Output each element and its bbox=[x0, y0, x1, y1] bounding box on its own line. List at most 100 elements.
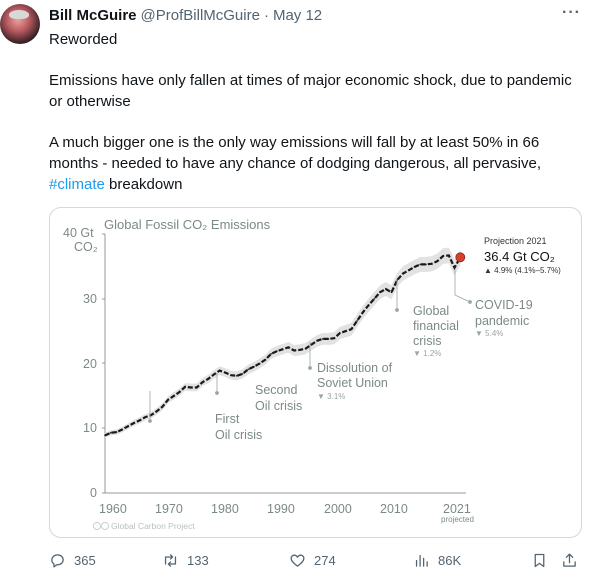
soviet-label-line-2: Soviet Union bbox=[317, 376, 388, 390]
emissions-data-point bbox=[195, 386, 198, 389]
chart-data-layer bbox=[104, 247, 466, 438]
emissions-data-point bbox=[299, 349, 301, 351]
tweet-paragraph-2-text: A much bigger one is the only way emissi… bbox=[49, 134, 541, 172]
gfc-label-line-1: Global bbox=[413, 304, 449, 318]
emissions-data-point bbox=[127, 425, 129, 428]
emissions-data-point bbox=[425, 263, 427, 266]
y-tick-label: 10 bbox=[83, 421, 97, 435]
emissions-data-point bbox=[304, 347, 307, 350]
emissions-data-point bbox=[276, 350, 278, 352]
emissions-data-point bbox=[356, 320, 358, 322]
emissions-data-point bbox=[385, 288, 387, 290]
emissions-data-point bbox=[253, 365, 255, 368]
emissions-data-point bbox=[407, 269, 410, 272]
tweet-paragraph-2-end: breakdown bbox=[104, 176, 183, 193]
cc-license-icon bbox=[93, 522, 109, 530]
covid-label-line-2: pandemic bbox=[475, 314, 529, 328]
x-tick-label: 1980 bbox=[211, 502, 239, 516]
first-oil-label-line-2: Oil crisis bbox=[215, 428, 262, 442]
views-button[interactable]: 86K bbox=[413, 552, 461, 569]
reply-button[interactable]: 365 bbox=[49, 552, 96, 569]
emissions-data-point bbox=[396, 279, 399, 281]
gfc-label-line-3: crisis bbox=[413, 334, 441, 348]
projection-2021-point bbox=[455, 252, 466, 263]
emissions-data-point bbox=[339, 332, 341, 334]
tweet-header: Bill McGuire @ProfBillMcGuire · May 12 bbox=[49, 7, 322, 24]
tweet-date[interactable]: May 12 bbox=[272, 7, 323, 24]
like-button[interactable]: 274 bbox=[289, 552, 336, 569]
bookmark-icon bbox=[534, 553, 545, 568]
emissions-data-point bbox=[173, 395, 175, 397]
emissions-data-point bbox=[218, 369, 221, 372]
emissions-data-point bbox=[316, 340, 318, 342]
emissions-data-point bbox=[344, 330, 347, 332]
emissions-data-point bbox=[104, 434, 106, 437]
emissions-data-point bbox=[138, 419, 141, 422]
emissions-data-point bbox=[367, 304, 370, 306]
more-options-icon[interactable]: ··· bbox=[562, 4, 581, 21]
emissions-data-point bbox=[448, 254, 450, 257]
tweet-paragraph-1: Emissions have only fallen at times of m… bbox=[49, 72, 572, 110]
reply-count: 365 bbox=[74, 553, 96, 568]
covid-label-line-1: COVID-19 bbox=[475, 298, 533, 312]
emissions-data-point bbox=[453, 266, 456, 269]
emissions-data-point bbox=[224, 371, 227, 374]
header-separator: · bbox=[263, 7, 269, 24]
soviet-change: ▼ 3.1% bbox=[317, 392, 345, 401]
reply-icon bbox=[51, 554, 64, 568]
like-count: 274 bbox=[314, 553, 336, 568]
emissions-data-point bbox=[121, 428, 123, 431]
y-axis-label-unit: CO₂ bbox=[74, 240, 98, 254]
second-oil-label-line-1: Second bbox=[255, 383, 297, 397]
x-tick-label: 1970 bbox=[155, 502, 183, 516]
emissions-data-point bbox=[281, 348, 284, 351]
emissions-data-point bbox=[190, 386, 192, 389]
second-oil-label-line-2: Oil crisis bbox=[255, 399, 302, 413]
emissions-chart: Global Fossil CO₂ Emissions 40 Gt CO₂ 30… bbox=[63, 217, 561, 531]
emissions-data-point bbox=[413, 266, 416, 268]
emissions-data-point bbox=[236, 375, 238, 377]
y-axis bbox=[102, 233, 106, 494]
first-oil-label-line-1: First bbox=[215, 412, 240, 426]
views-chart-icon bbox=[415, 554, 428, 567]
chart-image[interactable]: Global Fossil CO₂ Emissions 40 Gt CO₂ 30… bbox=[49, 207, 582, 538]
emissions-data-point bbox=[167, 399, 169, 401]
heart-icon bbox=[290, 554, 305, 567]
y-tick-label: 0 bbox=[90, 486, 97, 500]
emissions-data-point bbox=[144, 416, 146, 418]
emissions-data-point bbox=[109, 432, 112, 434]
climate-hashtag-link[interactable]: #climate bbox=[49, 176, 105, 193]
emissions-data-point bbox=[230, 374, 232, 376]
annotation-leaders bbox=[148, 269, 472, 423]
projection-value: 36.4 Gt CO₂ bbox=[484, 249, 555, 264]
retweet-icon bbox=[164, 554, 177, 567]
emissions-data-point bbox=[362, 311, 364, 314]
emissions-data-point bbox=[442, 255, 444, 257]
author-avatar[interactable] bbox=[0, 4, 40, 44]
y-tick-label: 30 bbox=[83, 292, 97, 306]
share-button[interactable] bbox=[561, 552, 586, 569]
emissions-data-point bbox=[213, 373, 215, 376]
y-tick-label: 20 bbox=[83, 357, 97, 371]
emissions-data-point bbox=[178, 391, 181, 393]
emissions-data-point bbox=[132, 422, 135, 424]
emissions-data-point bbox=[293, 349, 295, 352]
x-tick-label: 2010 bbox=[380, 502, 408, 516]
emissions-data-point bbox=[270, 353, 272, 355]
views-count: 86K bbox=[438, 553, 462, 568]
x-tick-label: 1990 bbox=[267, 502, 295, 516]
emissions-data-point bbox=[379, 291, 381, 294]
retweet-button[interactable]: 133 bbox=[162, 552, 209, 569]
emissions-data-point bbox=[321, 338, 324, 340]
emissions-data-point bbox=[327, 338, 330, 340]
covid-change: ▼ 5.4% bbox=[475, 329, 503, 338]
author-name[interactable]: Bill McGuire bbox=[49, 7, 137, 24]
tweet-paragraph-2: A much bigger one is the only way emissi… bbox=[49, 132, 584, 195]
bookmark-button[interactable] bbox=[531, 552, 556, 569]
emissions-data-point bbox=[390, 291, 393, 294]
emissions-data-point bbox=[155, 410, 158, 413]
tweet-body: Emissions have only fallen at times of m… bbox=[49, 70, 584, 195]
author-handle[interactable]: @ProfBillMcGuire bbox=[140, 7, 260, 24]
x-end-label: 2021 bbox=[443, 502, 471, 516]
emissions-data-point bbox=[115, 431, 118, 433]
